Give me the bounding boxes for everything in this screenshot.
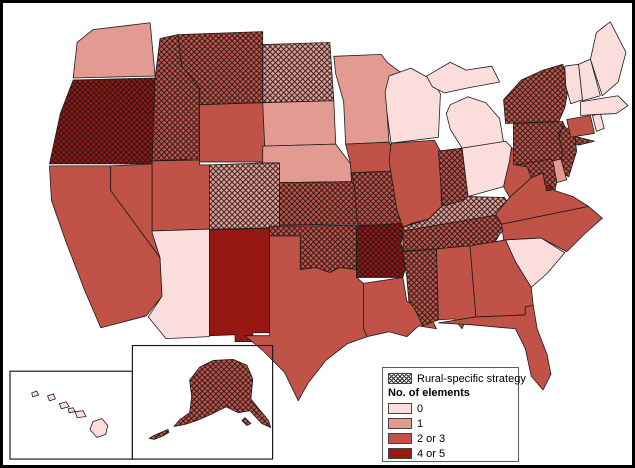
legend-class-label: 4 or 5: [417, 447, 446, 460]
state-nc: [501, 205, 603, 253]
state-wy: [199, 102, 266, 163]
state-fl: [438, 304, 552, 391]
state-mt-hatch: [177, 31, 263, 105]
legend-class-label: 0: [417, 402, 424, 415]
rural-strategy-label: Rural-specific strategy: [417, 372, 526, 385]
state-or-hatch: [49, 78, 163, 164]
legend-class-swatch: [388, 448, 412, 459]
state-id-hatch: [152, 34, 200, 161]
state-la: [363, 277, 437, 338]
state-md-hatch: [515, 158, 559, 191]
state-ma: [580, 95, 629, 116]
state-sd: [262, 100, 337, 147]
state-dc: [545, 185, 552, 191]
state-ar-hatch: [356, 223, 408, 278]
legend-class-swatch: [388, 403, 412, 414]
state-ri: [592, 113, 605, 132]
legend-class-row: 1: [388, 416, 513, 431]
state-hi: [31, 390, 109, 438]
state-tn-hatch: [402, 210, 518, 251]
legend-classes: 0 1 2 or 3 4 or 5: [388, 401, 513, 461]
legend-rural-row: Rural-specific strategy: [388, 371, 526, 386]
state-il: [388, 139, 442, 228]
legend-title: No. of elements: [388, 387, 470, 399]
state-nm: [209, 227, 271, 342]
legend-class-swatch: [388, 418, 412, 429]
state-wa: [72, 22, 156, 79]
state-de: [552, 158, 568, 184]
state-in-hatch: [438, 148, 469, 208]
state-ut: [151, 159, 210, 232]
state-ky-hatch: [402, 196, 510, 232]
state-al: [436, 245, 477, 330]
state-co-hatch: [209, 162, 280, 230]
hawaii-inset-box: [9, 370, 133, 460]
rural-hatch-swatch: [388, 373, 412, 384]
state-nh: [578, 58, 601, 102]
state-ms-hatch: [402, 248, 439, 326]
legend-class-label: 1: [417, 417, 424, 430]
state-pa-hatch: [513, 121, 571, 165]
state-nd-hatch: [262, 42, 334, 103]
legend-class-swatch: [388, 433, 412, 444]
us-choropleth-map: [9, 21, 629, 460]
state-ct: [566, 115, 595, 138]
legend-class-row: 0: [388, 401, 513, 416]
state-me: [590, 21, 627, 97]
legend: Rural-specific strategy No. of elements …: [382, 367, 526, 462]
state-ks-hatch: [279, 181, 358, 226]
state-ak-hatch: [149, 359, 271, 440]
state-vt: [564, 63, 583, 105]
legend-class-row: 4 or 5: [388, 446, 513, 461]
legend-class-label: 2 or 3: [417, 432, 446, 445]
legend-class-row: 2 or 3: [388, 431, 513, 446]
state-ok-hatch: [269, 225, 357, 273]
state-wi: [384, 67, 441, 144]
state-ny-hatch: [503, 64, 595, 146]
